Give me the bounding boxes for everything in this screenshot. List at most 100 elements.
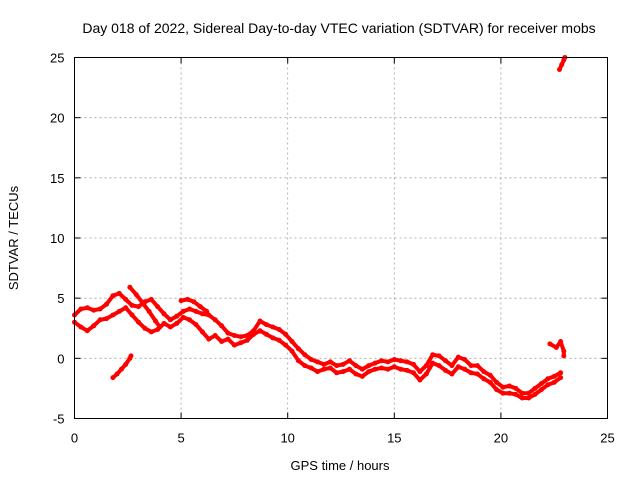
- data-point: [411, 370, 416, 376]
- data-point: [315, 359, 320, 365]
- data-point: [321, 361, 327, 367]
- data-point: [547, 341, 553, 347]
- data-point: [276, 337, 282, 343]
- data-point: [257, 328, 263, 334]
- data-point: [178, 298, 184, 304]
- y-tick-label: 5: [57, 291, 64, 306]
- data-point: [193, 308, 199, 314]
- data-point: [136, 319, 141, 325]
- data-point: [104, 301, 109, 307]
- tick-layer: 0 5 10 15 20 25 -5 0 5 10 15 20 25: [50, 51, 615, 446]
- x-tick-label: 25: [600, 431, 614, 446]
- data-point: [187, 317, 193, 323]
- data-point: [157, 324, 163, 330]
- y-tick-label: 10: [50, 231, 64, 246]
- data-point: [379, 358, 384, 364]
- data-point: [487, 372, 493, 378]
- data-point: [140, 300, 146, 306]
- data-point: [481, 376, 487, 382]
- data-point: [423, 371, 429, 377]
- data-point: [340, 361, 346, 367]
- data-point: [136, 304, 141, 310]
- data-point: [153, 318, 158, 324]
- data-point: [443, 358, 448, 364]
- data-point: [347, 366, 352, 372]
- data-point: [334, 370, 340, 376]
- data-point: [558, 375, 564, 381]
- data-point: [327, 365, 333, 371]
- data-point: [238, 340, 244, 346]
- data-point: [468, 363, 474, 369]
- series-line-lower-track: [72, 305, 563, 400]
- data-point: [455, 354, 461, 360]
- data-point: [295, 346, 301, 352]
- data-point: [231, 342, 237, 348]
- data-point: [359, 373, 365, 379]
- y-tick-label: 15: [50, 171, 64, 186]
- data-point: [372, 360, 378, 366]
- data-point: [526, 390, 532, 396]
- data-point: [404, 359, 410, 365]
- data-point: [206, 336, 212, 342]
- data-point: [359, 366, 365, 372]
- x-tick-label: 20: [494, 431, 508, 446]
- data-point: [340, 369, 346, 375]
- data-point: [174, 313, 180, 319]
- data-point: [468, 370, 474, 376]
- data-point: [553, 345, 559, 350]
- y-tick-label: -5: [53, 412, 65, 427]
- data-point: [443, 367, 448, 373]
- data-point: [430, 360, 436, 366]
- data-point: [519, 395, 525, 401]
- data-point: [372, 366, 378, 372]
- data-point: [302, 352, 308, 358]
- y-axis-label: SDTVAR / TECUs: [6, 185, 21, 290]
- data-point: [404, 367, 410, 373]
- data-point: [308, 365, 314, 371]
- data-point: [128, 353, 134, 359]
- data-point: [506, 383, 512, 389]
- data-point: [270, 324, 276, 330]
- data-point: [244, 337, 250, 343]
- data-point: [116, 308, 122, 314]
- data-point: [308, 357, 314, 362]
- data-point: [561, 348, 567, 354]
- data-point: [219, 339, 225, 344]
- data-point: [116, 290, 122, 296]
- data-point: [148, 296, 154, 302]
- data-point: [513, 391, 519, 397]
- data-point: [561, 353, 567, 359]
- data-point: [449, 371, 455, 377]
- data-point: [204, 308, 210, 314]
- data-point: [391, 357, 397, 362]
- x-tick-label: 5: [177, 431, 184, 446]
- data-point: [417, 369, 423, 375]
- data-point: [225, 330, 231, 336]
- data-point: [538, 387, 544, 393]
- data-point: [197, 304, 203, 310]
- plot-frame: [74, 57, 608, 419]
- data-point: [462, 357, 468, 362]
- data-point: [133, 292, 139, 298]
- data-point: [558, 339, 564, 344]
- data-layer: [72, 55, 568, 401]
- data-point: [123, 296, 129, 302]
- data-point: [212, 317, 218, 323]
- data-point: [118, 366, 124, 372]
- data-point: [551, 379, 557, 385]
- data-point: [295, 358, 301, 364]
- data-point: [545, 382, 551, 388]
- data-point: [315, 369, 320, 375]
- data-point: [283, 331, 289, 337]
- data-point: [436, 363, 442, 369]
- data-point: [155, 304, 161, 310]
- data-point: [127, 284, 133, 290]
- data-point: [506, 390, 512, 396]
- data-point: [146, 308, 152, 314]
- data-point: [347, 358, 352, 364]
- data-point: [494, 387, 500, 393]
- data-point: [263, 322, 269, 328]
- data-point: [142, 325, 148, 331]
- data-point: [193, 322, 199, 328]
- data-point: [557, 67, 562, 72]
